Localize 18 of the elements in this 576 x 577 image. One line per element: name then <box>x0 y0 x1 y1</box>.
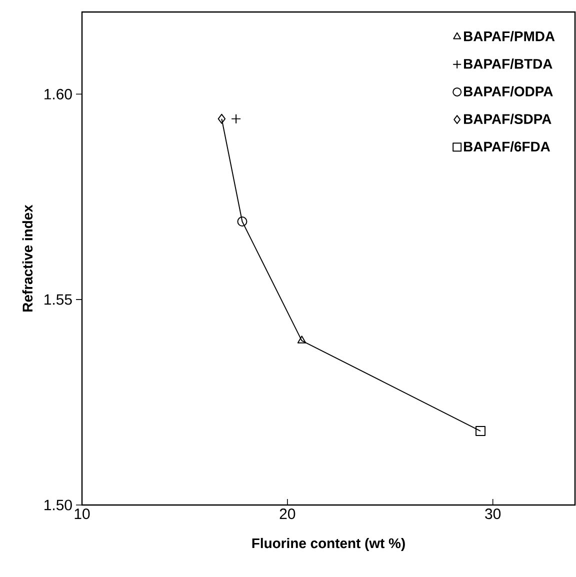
point <box>476 426 486 436</box>
legend-label: BAPAF/PMDA <box>464 30 555 42</box>
x-tick-label: 10 <box>74 508 90 520</box>
y-tick-label: 1.60 <box>44 88 72 100</box>
y-tick-label: 1.55 <box>44 294 72 305</box>
x-axis-title: Fluorine content (wt %) <box>252 538 405 551</box>
point <box>231 114 242 124</box>
x-tick-label: 20 <box>280 508 296 520</box>
point <box>237 216 248 227</box>
legend-label: BAPAF/ODPA <box>464 86 553 97</box>
y-axis-title: Refractive index <box>22 204 33 312</box>
legend-label: BAPAF/SDPA <box>464 114 552 124</box>
point <box>218 114 226 124</box>
point <box>297 336 306 344</box>
legend-label: BAPAF/BTDA <box>464 58 552 69</box>
y-tick-label: 1.50 <box>44 500 72 510</box>
legend-label: BAPAF/6FDA <box>464 141 550 152</box>
x-tick-label: 30 <box>485 508 501 520</box>
